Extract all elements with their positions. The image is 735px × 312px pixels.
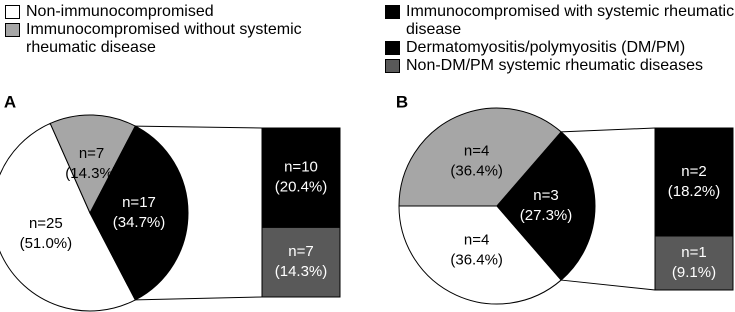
- slice-percent-label: (36.4%): [450, 252, 503, 269]
- legend-label: Non-immunocompromised: [26, 3, 214, 20]
- legend-label: Non-DM/PM systemic rheumatic diseases: [406, 57, 703, 74]
- slice-count-label: n=3: [533, 187, 558, 204]
- slice-percent-label: (14.3%): [65, 165, 118, 182]
- pie-slice: [398, 107, 562, 207]
- bar-count-label: n=10: [284, 159, 318, 176]
- pie-slice: [89, 125, 189, 301]
- legend-label: Immunocompromised with systemic rheumati…: [406, 3, 735, 38]
- bar-percent-label: (20.4%): [275, 179, 328, 196]
- slice-percent-label: (36.4%): [450, 162, 503, 179]
- slice-count-label: n=7: [79, 145, 104, 162]
- connector: [135, 125, 263, 129]
- bar-count-label: n=7: [288, 243, 313, 260]
- legend-label: Dermatomyositis/polymyositis (DM/PM): [406, 39, 686, 56]
- connector: [561, 127, 656, 133]
- bar-segment: [261, 127, 341, 228]
- bar-percent-label: (14.3%): [275, 263, 328, 280]
- pie-slice: [398, 205, 562, 305]
- legend-swatch: [5, 23, 20, 37]
- bar-percent-label: (18.2%): [668, 183, 721, 200]
- bar-segment: [654, 235, 734, 291]
- legend-label: Immunocompromised without systemic rheum…: [26, 21, 302, 56]
- slice-percent-label: (34.7%): [113, 214, 166, 231]
- legend-swatch: [5, 5, 20, 19]
- slice-count-label: n=17: [122, 194, 156, 211]
- bar-count-label: n=1: [681, 244, 706, 261]
- pie-slice: [0, 122, 136, 312]
- slice-count-label: n=4: [464, 232, 489, 249]
- connector: [135, 296, 263, 301]
- connector: [561, 279, 656, 291]
- bar-segment: [654, 127, 734, 237]
- panel-label: A: [4, 92, 16, 111]
- panel-label: B: [396, 92, 408, 111]
- bar-segment: [261, 226, 341, 298]
- bar-percent-label: (9.1%): [672, 264, 716, 281]
- slice-count-label: n=4: [464, 142, 489, 159]
- legend-swatch: [385, 59, 400, 73]
- legend-swatch: [385, 41, 400, 55]
- legend-swatch: [385, 5, 400, 19]
- slice-percent-label: (51.0%): [20, 235, 73, 252]
- bar-count-label: n=2: [681, 163, 706, 180]
- pie-slice: [496, 131, 596, 281]
- pie-slice: [49, 114, 136, 215]
- slice-count-label: n=25: [29, 215, 63, 232]
- slice-percent-label: (27.3%): [520, 207, 573, 224]
